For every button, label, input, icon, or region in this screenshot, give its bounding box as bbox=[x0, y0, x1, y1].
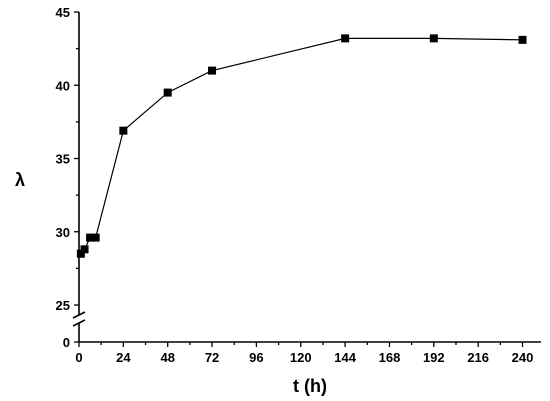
data-point bbox=[86, 233, 95, 242]
x-tick-label: 72 bbox=[205, 350, 219, 365]
data-point bbox=[341, 34, 350, 43]
x-tick-label: 216 bbox=[467, 350, 489, 365]
axis-break-mark bbox=[72, 311, 86, 319]
x-tick-label: 144 bbox=[334, 350, 356, 365]
plot-area bbox=[72, 12, 541, 343]
y-tick-label: 0 bbox=[63, 335, 70, 350]
x-tick-label: 48 bbox=[160, 350, 174, 365]
y-tick-label: 35 bbox=[56, 152, 70, 167]
data-point bbox=[163, 88, 172, 97]
y-tick-label: 45 bbox=[56, 5, 70, 20]
x-tick-label: 168 bbox=[379, 350, 401, 365]
x-tick-label: 240 bbox=[512, 350, 534, 365]
data-point bbox=[208, 66, 217, 75]
x-tick-label: 192 bbox=[423, 350, 445, 365]
x-axis-ticks: 0 24 48 72 96 120 144 168 192 216 240 bbox=[75, 342, 533, 365]
data-point bbox=[518, 35, 527, 44]
y-tick-label: 25 bbox=[56, 298, 70, 313]
data-point bbox=[119, 126, 128, 135]
data-point bbox=[80, 245, 89, 254]
x-tick-label: 0 bbox=[75, 350, 82, 365]
y-tick-label: 40 bbox=[56, 78, 70, 93]
x-axis-title: t (h) bbox=[293, 376, 327, 396]
data-point bbox=[76, 249, 85, 258]
axis-break-mark bbox=[72, 319, 86, 327]
data-point bbox=[429, 34, 438, 43]
y-axis-title: λ bbox=[15, 170, 25, 190]
x-tick-label: 96 bbox=[249, 350, 263, 365]
x-tick-label: 24 bbox=[116, 350, 131, 365]
series-group bbox=[76, 34, 527, 258]
y-tick-label: 30 bbox=[56, 225, 70, 240]
data-point bbox=[91, 233, 100, 242]
x-tick-label: 120 bbox=[290, 350, 312, 365]
y-axis-ticks: 0 25 30 35 40 45 bbox=[56, 5, 79, 350]
series-line bbox=[80, 37, 523, 255]
